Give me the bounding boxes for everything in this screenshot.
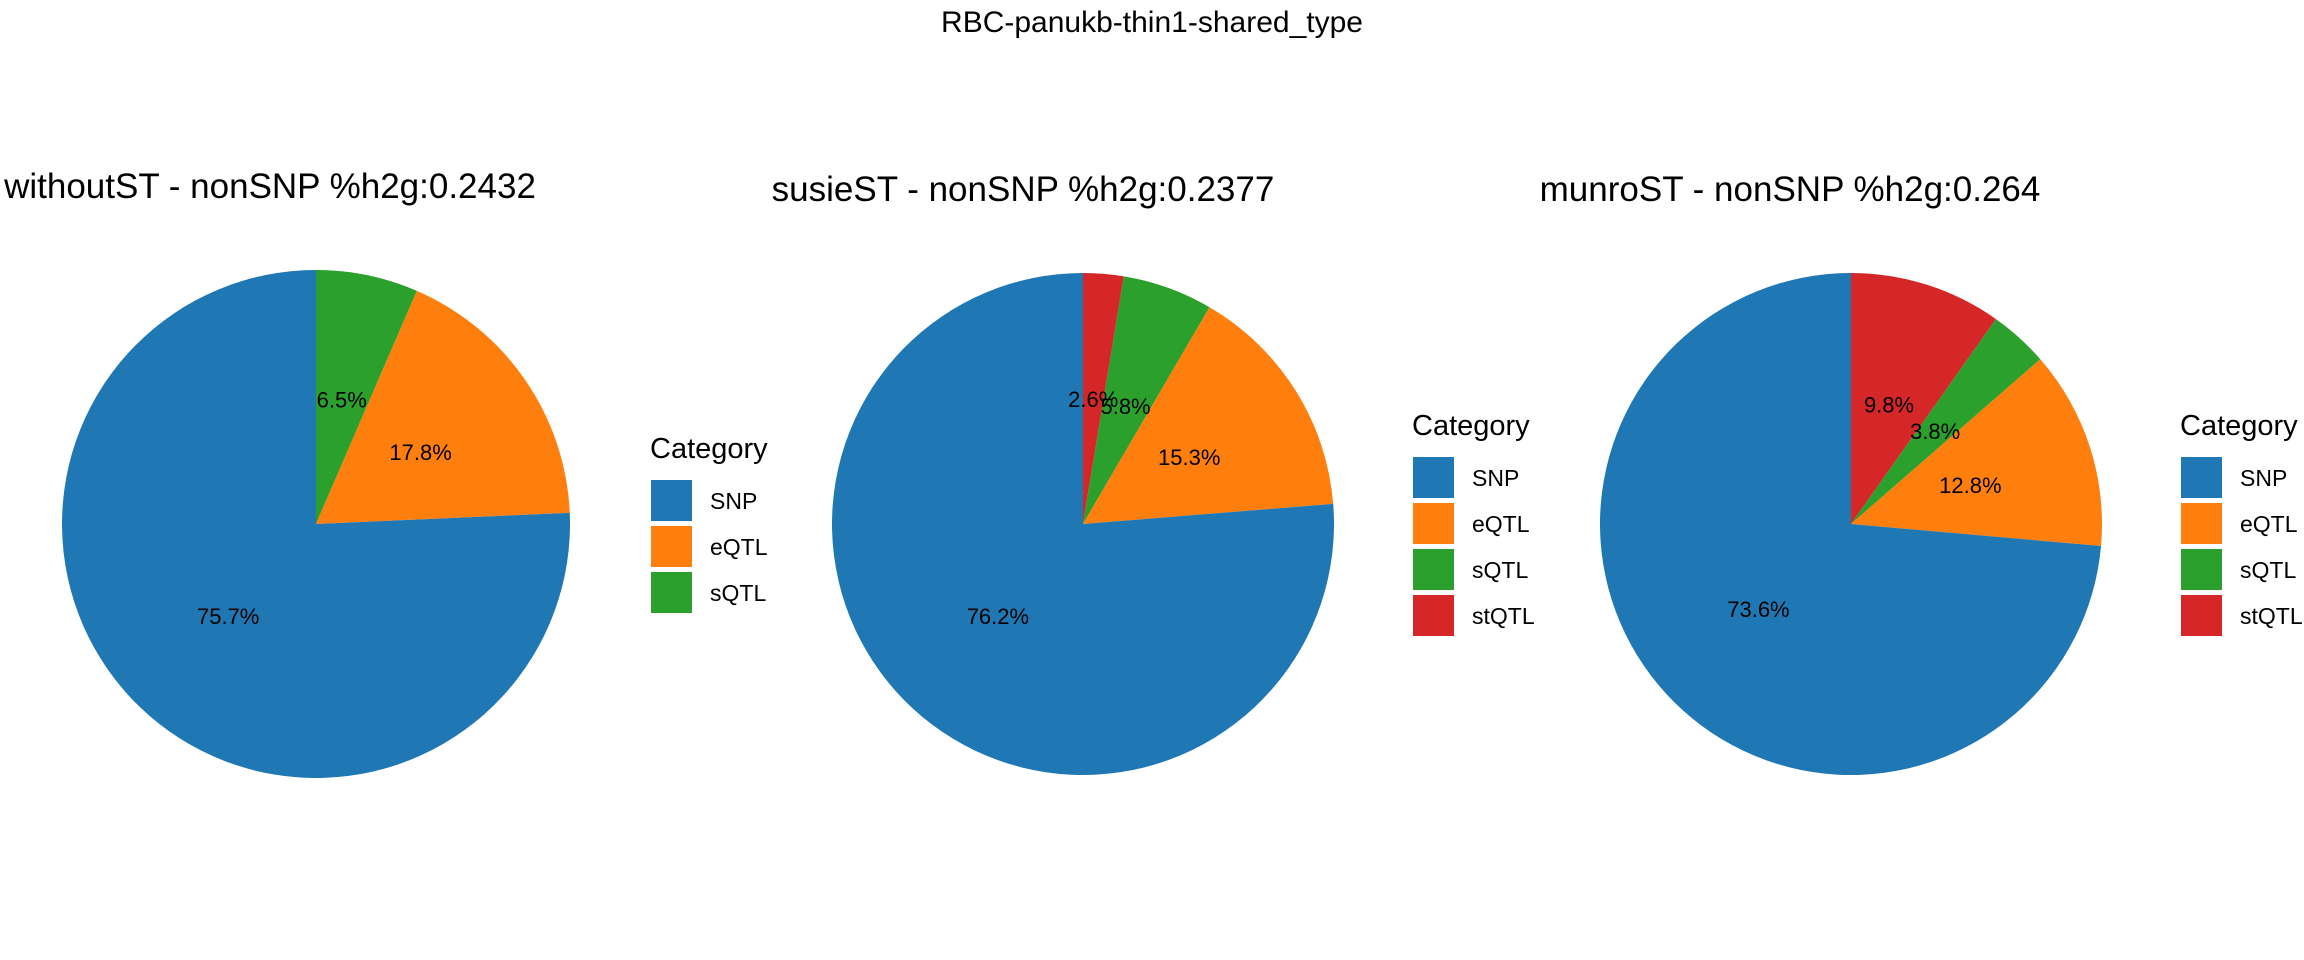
pie-slice-label-stqtl: 2.6% bbox=[1068, 387, 1118, 412]
pie-title: withoutST - nonSNP %h2g:0.2432 bbox=[3, 167, 536, 206]
pie-slice-eqtl bbox=[1851, 359, 2103, 547]
pie-panel-1: withoutST - nonSNP %h2g:0.2432 6.5% 17.8% 7… bbox=[3, 167, 768, 778]
pie-slice-eqtl bbox=[1083, 307, 1334, 524]
pie-slice-label-sqtl: 5.8% bbox=[1100, 394, 1150, 419]
pie-slice-label-snp: 75.7% bbox=[197, 604, 259, 629]
legend-label-sqtl: sQTL bbox=[1472, 557, 1528, 583]
pie-slice-label-eqtl: 12.8% bbox=[1939, 473, 2001, 498]
legend-title: Category bbox=[650, 433, 768, 465]
legend-label-snp: SNP bbox=[710, 488, 757, 514]
legend-key-snp bbox=[651, 480, 692, 521]
legend: Category SNP eQTL sQTL bbox=[650, 433, 768, 613]
pie-slice-label-snp: 76.2% bbox=[967, 604, 1029, 629]
legend-label-sqtl: sQTL bbox=[710, 580, 766, 606]
legend-title: Category bbox=[1412, 410, 1530, 442]
legend-key-stqtl bbox=[2181, 595, 2222, 636]
pie-slice-label-eqtl: 17.8% bbox=[389, 440, 451, 465]
legend-label-sqtl: sQTL bbox=[2240, 557, 2296, 583]
legend-key-eqtl bbox=[651, 526, 692, 567]
pie-slice-sqtl bbox=[1083, 276, 1210, 524]
pie-slice-sqtl bbox=[316, 270, 417, 524]
pie-slice-snp bbox=[831, 273, 1334, 776]
pie-panel-3: munroST - nonSNP %h2g:0.264 9.8%3.8% 12.8%… bbox=[1540, 170, 2303, 776]
legend-label-stqtl: stQTL bbox=[2240, 603, 2303, 629]
pie-slice-label-sqtl: 3.8% bbox=[1910, 419, 1960, 444]
legend-key-eqtl bbox=[1413, 503, 1454, 544]
figure-title: RBC-panukb-thin1-shared_type bbox=[941, 6, 1363, 39]
pie-slice-snp bbox=[1600, 273, 2102, 776]
legend-key-stqtl bbox=[1413, 595, 1454, 636]
legend-key-sqtl bbox=[651, 572, 692, 613]
pie-title: susieST - nonSNP %h2g:0.2377 bbox=[772, 170, 1275, 209]
legend-title: Category bbox=[2180, 410, 2298, 442]
legend-key-snp bbox=[2181, 457, 2222, 498]
pie-panel-2: susieST - nonSNP %h2g:0.2377 2.6%5.8% 15.3… bbox=[772, 170, 1535, 776]
legend: Category SNP eQTL sQTL stQTL bbox=[2180, 410, 2303, 636]
legend-key-sqtl bbox=[1413, 549, 1454, 590]
pie-slice-snp bbox=[62, 270, 571, 778]
pie-title: munroST - nonSNP %h2g:0.264 bbox=[1540, 170, 2041, 209]
legend-key-snp bbox=[1413, 457, 1454, 498]
pie-slice-label-snp: 73.6% bbox=[1727, 597, 1789, 622]
legend-label-eqtl: eQTL bbox=[2240, 511, 2298, 537]
pie-slice-stqtl bbox=[1851, 273, 1996, 524]
pie-panels: withoutST - nonSNP %h2g:0.2432 6.5% 17.8% 7… bbox=[3, 167, 2303, 778]
pie-slice-stqtl bbox=[1083, 273, 1124, 524]
legend-key-sqtl bbox=[2181, 549, 2222, 590]
pie-slice-label-sqtl: 6.5% bbox=[317, 388, 367, 413]
legend: Category SNP eQTL sQTL stQTL bbox=[1412, 410, 1535, 636]
legend-key-eqtl bbox=[2181, 503, 2222, 544]
pie-slice-sqtl bbox=[1851, 319, 2041, 524]
legend-label-eqtl: eQTL bbox=[710, 534, 768, 560]
legend-label-stqtl: stQTL bbox=[1472, 603, 1535, 629]
pie-slice-eqtl bbox=[316, 290, 570, 524]
pie-slice-label-stqtl: 9.8% bbox=[1864, 392, 1914, 417]
pie-slice-label-eqtl: 15.3% bbox=[1158, 445, 1220, 470]
legend-label-eqtl: eQTL bbox=[1472, 511, 1530, 537]
legend-label-snp: SNP bbox=[1472, 465, 1519, 491]
legend-label-snp: SNP bbox=[2240, 465, 2287, 491]
